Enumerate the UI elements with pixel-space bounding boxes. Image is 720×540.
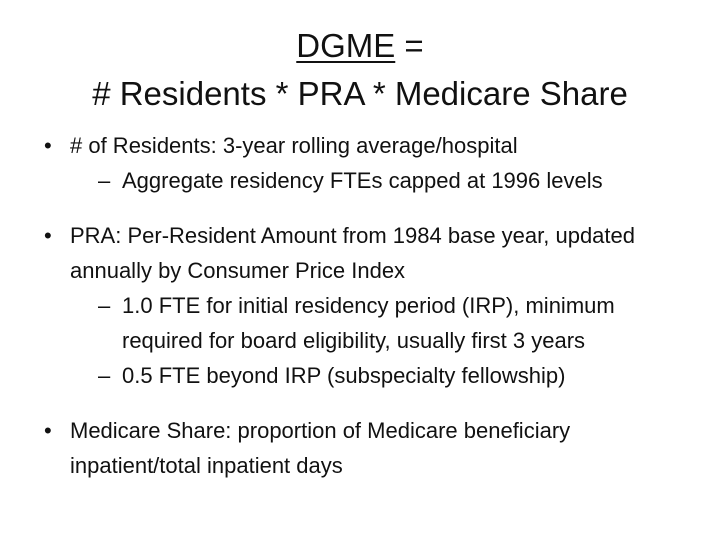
sub-bullet-text: 0.5 FTE beyond IRP (subspecialty fellows… — [122, 363, 566, 388]
slide-body: • # of Residents: 3-year rolling average… — [0, 128, 720, 483]
dash-marker: – — [98, 168, 111, 193]
dash-marker: – — [98, 363, 111, 388]
title-line-1: DGME = — [40, 22, 680, 70]
bullet-marker: • — [44, 418, 52, 443]
sub-bullet-irp: – 1.0 FTE for initial residency period (… — [0, 288, 720, 358]
bullet-text: Medicare Share: proportion of Medicare b… — [70, 418, 571, 478]
title-equals: = — [395, 27, 424, 64]
title-formula: # Residents * PRA * Medicare Share — [92, 75, 628, 112]
dash-marker: – — [98, 293, 111, 318]
spacer — [0, 393, 720, 413]
bullet-text: # of Residents: 3-year rolling average/h… — [70, 133, 518, 158]
bullet-text: PRA: Per-Resident Amount from 1984 base … — [70, 223, 635, 283]
sub-bullet-fte-cap: – Aggregate residency FTEs capped at 199… — [0, 163, 720, 198]
bullet-marker: • — [44, 133, 52, 158]
bullet-residents: • # of Residents: 3-year rolling average… — [0, 128, 720, 163]
slide-title: DGME = # Residents * PRA * Medicare Shar… — [40, 22, 680, 118]
title-term: DGME — [296, 27, 396, 64]
sub-bullet-beyond-irp: – 0.5 FTE beyond IRP (subspecialty fello… — [0, 358, 720, 393]
sub-bullet-text: Aggregate residency FTEs capped at 1996 … — [122, 168, 603, 193]
sub-bullet-text: 1.0 FTE for initial residency period (IR… — [122, 293, 615, 353]
bullet-pra: • PRA: Per-Resident Amount from 1984 bas… — [0, 218, 720, 288]
spacer — [0, 198, 720, 218]
bullet-marker: • — [44, 223, 52, 248]
bullet-medicare-share: • Medicare Share: proportion of Medicare… — [0, 413, 720, 483]
